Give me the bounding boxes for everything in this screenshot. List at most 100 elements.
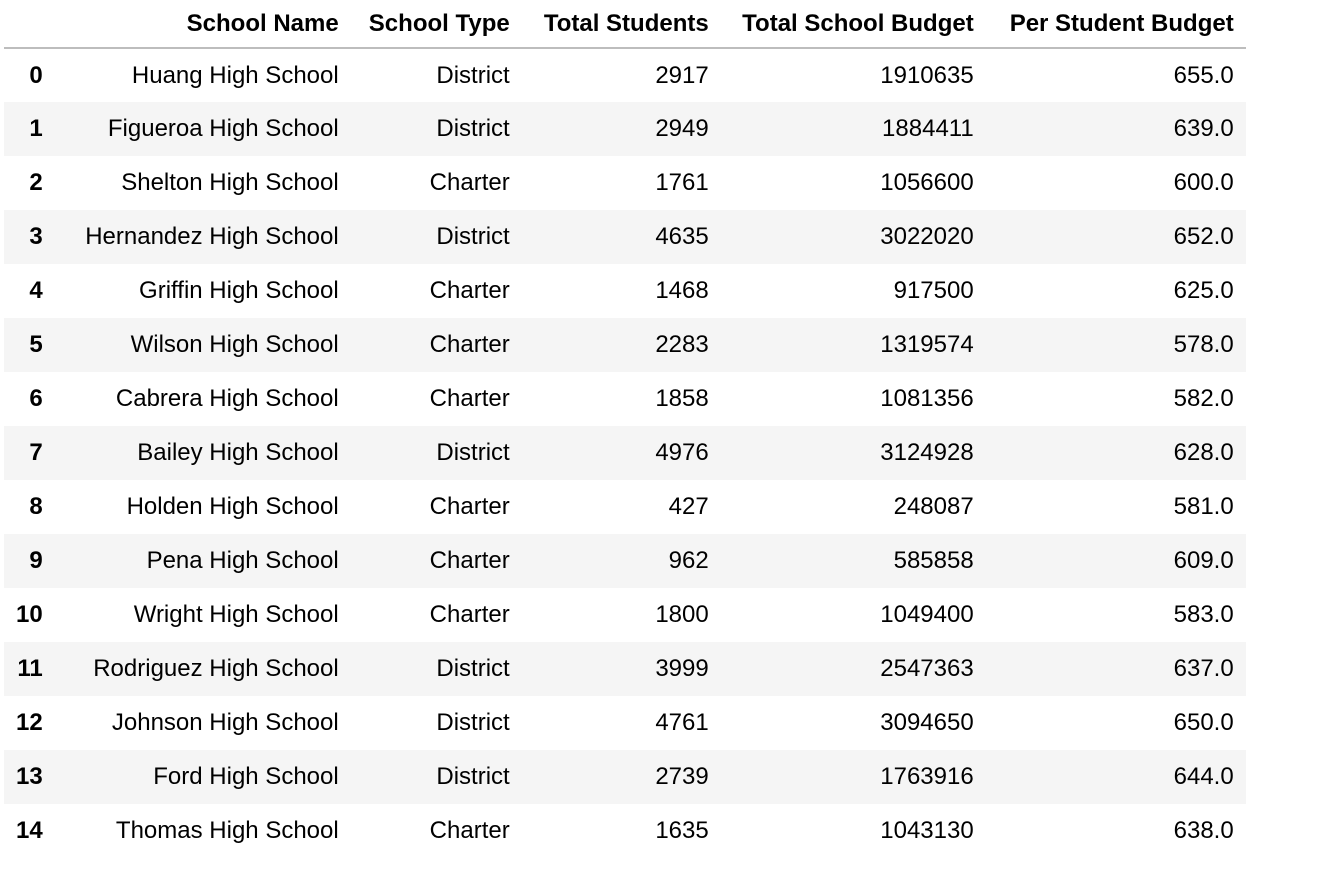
column-header-school-name: School Name — [60, 0, 351, 49]
cell-per-student-budget: 583.0 — [1173, 601, 1234, 628]
cell-total-students: 4761 — [655, 709, 709, 736]
cell-school-type: Charter — [429, 385, 510, 412]
row-index: 11 — [17, 655, 43, 682]
table-row: 9 Pena High School Charter 962 585858 609.0 — [4, 534, 1246, 588]
row-index: 4 — [29, 277, 43, 304]
cell-total-students: 1468 — [655, 277, 709, 304]
cell-total-students: 4976 — [655, 439, 709, 466]
cell-per-student-budget: 609.0 — [1173, 547, 1234, 574]
cell-total-students: 2283 — [655, 331, 709, 358]
cell-total-school-budget: 3124928 — [880, 439, 974, 466]
cell-total-school-budget: 1056600 — [880, 169, 974, 196]
cell-school-name: Bailey High School — [137, 439, 339, 466]
cell-per-student-budget: 638.0 — [1173, 817, 1234, 844]
cell-school-name: Johnson High School — [111, 709, 339, 736]
cell-school-name: Cabrera High School — [115, 385, 339, 412]
table-row: 10 Wright High School Charter 1800 1049400 58… — [4, 588, 1246, 642]
cell-per-student-budget: 655.0 — [1173, 61, 1234, 89]
cell-total-students: 1800 — [655, 601, 709, 628]
cell-per-student-budget: 582.0 — [1173, 385, 1234, 412]
row-index: 7 — [29, 439, 43, 466]
cell-school-type: Charter — [429, 277, 510, 304]
cell-total-students: 427 — [668, 493, 709, 520]
table-row: 7 Bailey High School District 4976 3124928 62… — [4, 426, 1246, 480]
cell-total-school-budget: 2547363 — [880, 655, 974, 682]
cell-total-students: 1761 — [655, 169, 709, 196]
table-row: 11 Rodriguez High School District 3999 25473… — [4, 642, 1246, 696]
cell-total-school-budget: 1049400 — [880, 601, 974, 628]
cell-school-name: Pena High School — [146, 547, 339, 574]
row-index: 0 — [29, 61, 43, 89]
cell-school-name: Figueroa High School — [107, 115, 339, 142]
table-row: 14 Thomas High School Charter 1635 1043130 63… — [4, 804, 1246, 858]
row-index: 14 — [16, 817, 43, 844]
cell-school-name: Thomas High School — [115, 817, 339, 844]
cell-school-name: Hernandez High School — [85, 223, 339, 250]
cell-per-student-budget: 625.0 — [1173, 277, 1234, 304]
cell-school-name: Wright High School — [133, 601, 339, 628]
cell-total-school-budget: 1884411 — [882, 115, 974, 142]
cell-per-student-budget: 652.0 — [1173, 223, 1234, 250]
dataframe-table: School Name School Type Total Students T… — [4, 0, 1246, 858]
cell-total-students: 2949 — [655, 115, 709, 142]
cell-total-students: 4635 — [655, 223, 709, 250]
cell-per-student-budget: 628.0 — [1173, 439, 1234, 466]
cell-school-name: Griffin High School — [139, 277, 339, 304]
cell-school-name: Holden High School — [126, 493, 339, 520]
cell-school-type: District — [436, 115, 510, 142]
index-column-header — [4, 0, 61, 49]
row-index: 3 — [29, 223, 43, 250]
cell-school-type: District — [436, 61, 510, 89]
cell-school-name: Wilson High School — [130, 331, 339, 358]
row-index: 1 — [29, 115, 43, 142]
cell-school-type: Charter — [429, 601, 510, 628]
cell-school-type: District — [436, 709, 510, 736]
header-row: School Name School Type Total Students T… — [4, 0, 1246, 49]
column-header-total-students: Total Students — [521, 0, 721, 49]
cell-school-type: District — [436, 655, 510, 682]
cell-school-type: District — [436, 439, 510, 466]
cell-total-school-budget: 1081356 — [880, 385, 974, 412]
table-row: 12 Johnson High School District 4761 3094650… — [4, 696, 1246, 750]
table-row: 0 Huang High School District 2917 1910635 655… — [4, 48, 1246, 102]
cell-total-students: 2917 — [655, 61, 709, 89]
cell-total-students: 962 — [668, 547, 709, 574]
cell-total-students: 1635 — [655, 817, 709, 844]
cell-total-school-budget: 248087 — [893, 493, 974, 520]
row-index: 13 — [16, 763, 43, 790]
table-header: School Name School Type Total Students T… — [4, 0, 1246, 49]
row-index: 9 — [29, 547, 43, 574]
row-index: 8 — [29, 493, 43, 520]
cell-school-type: Charter — [429, 493, 510, 520]
cell-total-students: 2739 — [655, 763, 709, 790]
column-header-total-school-budget: Total School Budget — [720, 0, 986, 49]
cell-total-school-budget: 917500 — [893, 277, 974, 304]
table-row: 1 Figueroa High School District 2949 1884411… — [4, 102, 1246, 156]
column-header-per-student-budget: Per Student Budget — [985, 0, 1246, 49]
table-row: 2 Shelton High School Charter 1761 1056600 60… — [4, 156, 1246, 210]
cell-total-school-budget: 585858 — [893, 547, 974, 574]
table-row: 13 Ford High School District 2739 1763916 644… — [4, 750, 1246, 804]
cell-school-type: Charter — [429, 331, 510, 358]
row-index: 5 — [29, 331, 43, 358]
row-index: 10 — [16, 601, 43, 628]
table-row: 5 Wilson High School Charter 2283 1319574 578… — [4, 318, 1246, 372]
cell-per-student-budget: 600.0 — [1173, 169, 1234, 196]
cell-per-student-budget: 639.0 — [1173, 115, 1234, 142]
cell-per-student-budget: 644.0 — [1173, 763, 1234, 790]
cell-per-student-budget: 637.0 — [1173, 655, 1234, 682]
cell-school-name: Huang High School — [131, 61, 339, 89]
row-index: 2 — [29, 169, 43, 196]
cell-school-name: Ford High School — [153, 763, 339, 790]
cell-total-school-budget: 3022020 — [880, 223, 974, 250]
cell-total-school-budget: 1763916 — [880, 763, 974, 790]
table-row: 3 Hernandez High School District 4635 302202… — [4, 210, 1246, 264]
cell-school-type: District — [436, 223, 510, 250]
cell-total-school-budget: 1910635 — [880, 61, 974, 89]
cell-total-school-budget: 1043130 — [880, 817, 974, 844]
row-index: 6 — [29, 385, 43, 412]
cell-total-school-budget: 1319574 — [880, 331, 974, 358]
cell-per-student-budget: 578.0 — [1173, 331, 1234, 358]
cell-school-type: Charter — [429, 817, 510, 844]
column-header-school-type: School Type — [350, 0, 522, 49]
